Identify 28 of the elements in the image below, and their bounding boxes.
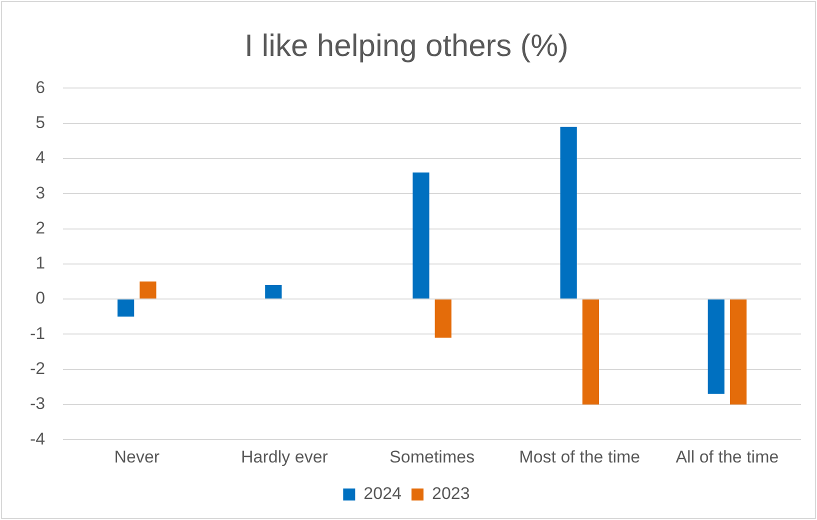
bar [582,300,600,404]
y-tick-label: 3 [36,183,46,202]
y-tick-label: 0 [36,288,46,308]
bar [140,281,156,299]
bar [265,284,282,299]
legend-label: 2023 [432,484,470,504]
x-tick-label: Sometimes [390,447,475,466]
y-tick-label: -3 [30,394,46,414]
x-tick-label: Hardly ever [241,447,328,466]
bar [730,300,747,404]
x-tick-label: Most of the time [519,447,640,466]
bar [708,300,724,394]
chart-title: I like helping others (%) [244,28,568,64]
bar [412,172,430,299]
y-tick-label: 5 [36,113,46,132]
x-tick-label: Never [114,447,160,466]
bar [434,300,452,338]
x-tick-label: All of the time [676,447,779,466]
y-tick-label: 6 [36,78,46,97]
y-tick-label: 1 [36,254,46,273]
legend-label: 2024 [364,484,402,504]
y-tick-label: -4 [30,429,46,448]
y-tick-label: -2 [30,359,46,378]
y-tick-label: 4 [36,148,46,168]
bar [560,126,577,299]
y-tick-label: -1 [30,324,46,343]
bar [118,300,134,317]
y-tick-label: 2 [36,218,46,238]
